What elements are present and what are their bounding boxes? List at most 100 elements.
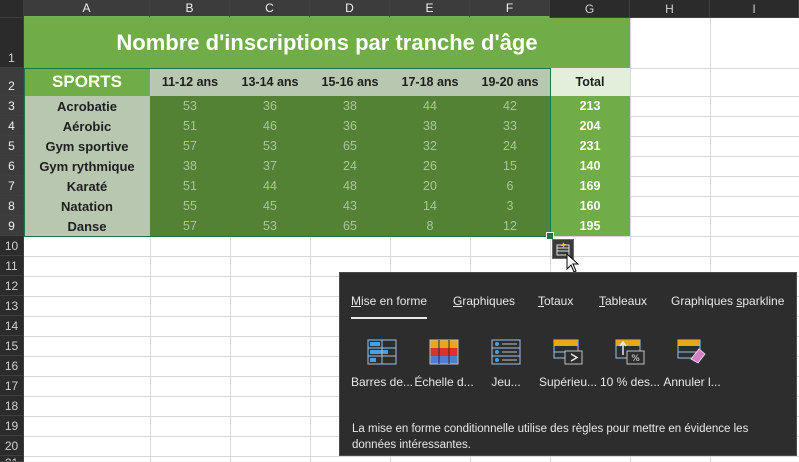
row-header-14[interactable]: 14: [0, 316, 24, 336]
value-cell[interactable]: 37: [230, 156, 310, 176]
total-cell[interactable]: 160: [550, 196, 630, 216]
value-cell[interactable]: 42: [470, 96, 550, 116]
value-cell[interactable]: 33: [470, 116, 550, 136]
value-cell[interactable]: 46: [230, 116, 310, 136]
tab-tableaux[interactable]: Tableaux: [599, 294, 648, 308]
row-header-9[interactable]: 9: [0, 216, 24, 236]
sport-label[interactable]: Natation: [24, 196, 150, 216]
row-header-11[interactable]: 11: [0, 256, 24, 276]
column-header-d[interactable]: D: [310, 0, 390, 18]
column-header-e[interactable]: E: [390, 0, 470, 18]
value-cell[interactable]: 36: [310, 116, 390, 136]
clear-format-button[interactable]: Annuler l...: [661, 339, 723, 389]
row-header-6[interactable]: 6: [0, 156, 24, 176]
tab-graphiques-sparkline[interactable]: Graphiques sparkline: [671, 294, 785, 308]
age-header[interactable]: 19-20 ans: [470, 68, 550, 96]
total-cell[interactable]: 140: [550, 156, 630, 176]
value-cell[interactable]: 44: [390, 96, 470, 116]
row-header-12[interactable]: 12: [0, 276, 24, 296]
value-cell[interactable]: 53: [230, 136, 310, 156]
row-header-19[interactable]: 19: [0, 416, 24, 436]
value-cell[interactable]: 57: [150, 216, 230, 236]
value-cell[interactable]: 51: [150, 176, 230, 196]
data-bars-button[interactable]: Barres de...: [351, 339, 413, 389]
age-header[interactable]: 17-18 ans: [390, 68, 470, 96]
tab-mise-en-forme[interactable]: Mise en forme: [351, 294, 428, 319]
column-header-b[interactable]: B: [150, 0, 230, 18]
age-header[interactable]: 11-12 ans: [150, 68, 230, 96]
sport-label[interactable]: Gym sportive: [24, 136, 150, 156]
tab-totaux[interactable]: Totaux: [538, 294, 574, 308]
row-header-7[interactable]: 7: [0, 176, 24, 196]
row-header-17[interactable]: 17: [0, 376, 24, 396]
sport-label[interactable]: Aérobic: [24, 116, 150, 136]
value-cell[interactable]: 43: [310, 196, 390, 216]
value-cell[interactable]: 57: [150, 136, 230, 156]
column-header-g[interactable]: G: [550, 0, 630, 18]
value-cell[interactable]: 12: [470, 216, 550, 236]
row-header-1[interactable]: 1: [0, 18, 24, 68]
sports-header[interactable]: SPORTS: [24, 68, 150, 96]
sport-label[interactable]: Karaté: [24, 176, 150, 196]
value-cell[interactable]: 48: [310, 176, 390, 196]
select-all-corner[interactable]: [0, 0, 24, 18]
value-cell[interactable]: 36: [230, 96, 310, 116]
row-header-5[interactable]: 5: [0, 136, 24, 156]
total-cell[interactable]: 213: [550, 96, 630, 116]
value-cell[interactable]: 14: [390, 196, 470, 216]
value-cell[interactable]: 24: [470, 136, 550, 156]
total-cell[interactable]: 204: [550, 116, 630, 136]
value-cell[interactable]: 45: [230, 196, 310, 216]
value-cell[interactable]: 3: [470, 196, 550, 216]
value-cell[interactable]: 6: [470, 176, 550, 196]
value-cell[interactable]: 65: [310, 216, 390, 236]
greater-than-button[interactable]: Supérieu...: [537, 339, 599, 389]
column-header-c[interactable]: C: [230, 0, 310, 18]
sport-label[interactable]: Danse: [24, 216, 150, 236]
row-header-15[interactable]: 15: [0, 336, 24, 356]
value-cell[interactable]: 32: [390, 136, 470, 156]
quick-analysis-button[interactable]: [552, 239, 574, 259]
column-header-h[interactable]: H: [630, 0, 710, 18]
value-cell[interactable]: 53: [230, 216, 310, 236]
age-header[interactable]: 13-14 ans: [230, 68, 310, 96]
tab-graphiques[interactable]: Graphiques: [453, 294, 516, 308]
age-header[interactable]: 15-16 ans: [310, 68, 390, 96]
sport-label[interactable]: Gym rythmique: [24, 156, 150, 176]
column-header-f[interactable]: F: [470, 0, 550, 18]
cell-grid[interactable]: Nombre d'inscriptions par tranche d'âge …: [24, 18, 799, 462]
row-header-20[interactable]: 20: [0, 436, 24, 456]
value-cell[interactable]: 26: [390, 156, 470, 176]
row-header-8[interactable]: 8: [0, 196, 24, 216]
value-cell[interactable]: 55: [150, 196, 230, 216]
row-header-4[interactable]: 4: [0, 116, 24, 136]
value-cell[interactable]: 38: [310, 96, 390, 116]
total-cell[interactable]: 231: [550, 136, 630, 156]
total-cell[interactable]: 195: [550, 216, 630, 236]
column-header-i[interactable]: I: [710, 0, 799, 18]
value-cell[interactable]: 53: [150, 96, 230, 116]
value-cell[interactable]: 20: [390, 176, 470, 196]
value-cell[interactable]: 65: [310, 136, 390, 156]
value-cell[interactable]: 51: [150, 116, 230, 136]
row-header-18[interactable]: 18: [0, 396, 24, 416]
icon-set-button[interactable]: Jeu...: [475, 339, 537, 389]
value-cell[interactable]: 44: [230, 176, 310, 196]
row-header-13[interactable]: 13: [0, 296, 24, 316]
total-cell[interactable]: 169: [550, 176, 630, 196]
row-header-16[interactable]: 16: [0, 356, 24, 376]
color-scale-button[interactable]: Échelle d...: [413, 339, 475, 389]
value-cell[interactable]: 24: [310, 156, 390, 176]
top-10-percent-button[interactable]: % 10 % des...: [599, 339, 661, 389]
column-header-a[interactable]: A: [24, 0, 150, 18]
row-header-2[interactable]: 2: [0, 68, 24, 96]
table-title[interactable]: Nombre d'inscriptions par tranche d'âge: [24, 18, 630, 68]
value-cell[interactable]: 38: [390, 116, 470, 136]
sport-label[interactable]: Acrobatie: [24, 96, 150, 116]
row-header-10[interactable]: 10: [0, 236, 24, 256]
row-header-3[interactable]: 3: [0, 96, 24, 116]
total-header[interactable]: Total: [550, 68, 630, 96]
value-cell[interactable]: 15: [470, 156, 550, 176]
value-cell[interactable]: 38: [150, 156, 230, 176]
fill-handle[interactable]: [546, 232, 554, 240]
